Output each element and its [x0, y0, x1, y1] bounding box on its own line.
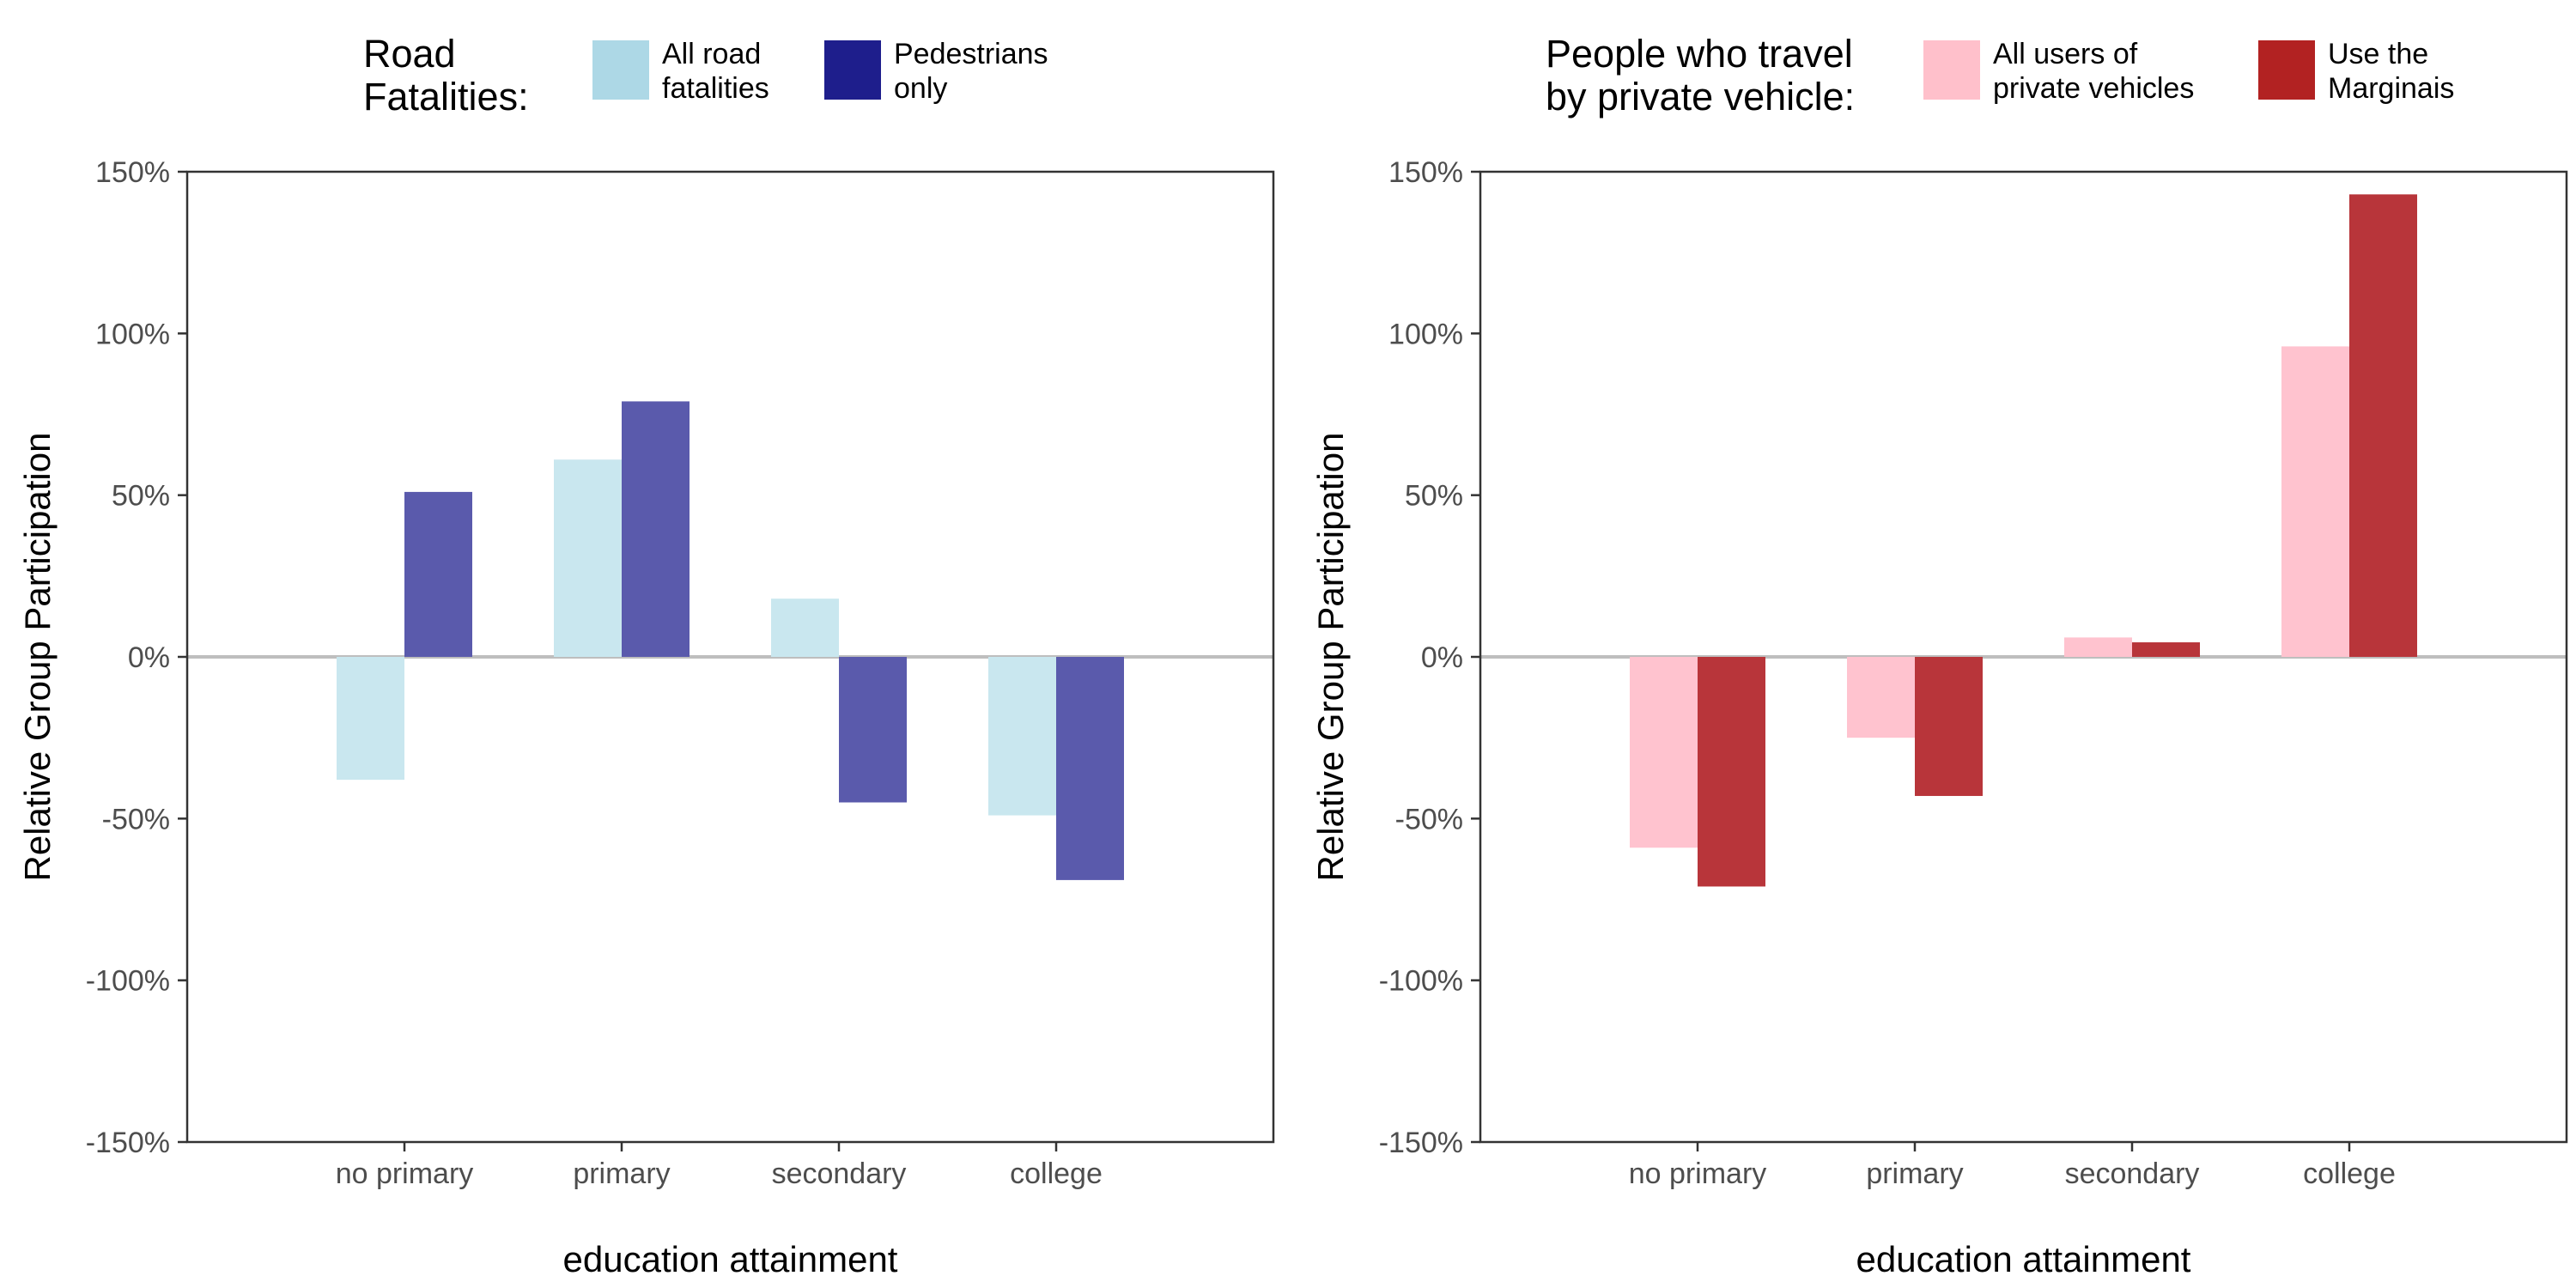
y-tick-label: 0%: [1421, 641, 1463, 674]
bar-2-1-2: [1847, 657, 1915, 738]
bar-1-2-4: [1056, 657, 1124, 880]
bar-1-1-4: [988, 657, 1056, 816]
legend-title: Road Fatalities:: [363, 32, 529, 118]
bar-2-1-3: [2064, 637, 2132, 657]
y-axis-title: Relative Group Participation: [17, 433, 58, 882]
y-tick-label: -150%: [1379, 1127, 1463, 1159]
y-tick-label: -100%: [1379, 965, 1463, 998]
bar-1-1-1: [337, 657, 404, 781]
x-tick-label: secondary: [2065, 1157, 2200, 1190]
x-tick-label: no primary: [336, 1157, 474, 1190]
legend-label: All users of private vehicles: [1993, 38, 2194, 105]
bar-2-1-4: [2281, 346, 2349, 657]
legend-swatch: [1923, 40, 1980, 100]
x-tick-label: primary: [573, 1157, 670, 1190]
y-tick-label: -50%: [1395, 803, 1463, 835]
legend: People who travel by private vehicle: All …: [1546, 32, 2454, 118]
legend-label: All road fatalities: [662, 38, 769, 105]
bar-2-2-4: [2349, 194, 2417, 657]
bar-2-2-2: [1915, 657, 1983, 796]
bar-1-1-3: [771, 598, 839, 657]
y-tick-label: -150%: [86, 1127, 170, 1159]
legend-title: People who travel by private vehicle:: [1546, 32, 1855, 118]
legend: Road Fatalities: All road fatalities Pedestr…: [363, 32, 1048, 118]
x-tick-label: no primary: [1629, 1157, 1767, 1190]
bar-1-1-2: [554, 459, 622, 657]
x-tick-label: primary: [1866, 1157, 1963, 1190]
chart-panel-2: 150% 100% 50% 0% -50% -100% -150% no primary pri…: [1310, 32, 2568, 1279]
y-tick-label: 100%: [95, 318, 170, 350]
legend-swatch: [824, 40, 881, 100]
bar-1-2-1: [404, 491, 472, 657]
bar-1-2-2: [622, 401, 690, 657]
legend-swatch: [592, 40, 649, 100]
legend-label: Use the Marginais: [2328, 38, 2454, 105]
x-tick-label: college: [2303, 1157, 2396, 1190]
y-tick-label: -50%: [102, 803, 170, 835]
legend-label: Pedestrians only: [894, 38, 1048, 105]
y-tick-label: -100%: [86, 965, 170, 998]
y-tick-label: 100%: [1388, 318, 1463, 350]
x-tick-label: college: [1010, 1157, 1103, 1190]
bar-1-2-3: [839, 657, 907, 803]
bar-2-2-1: [1698, 657, 1765, 887]
y-tick-label: 0%: [128, 641, 170, 674]
chart-panel-1: 150% 100% 50% 0% -50% -100% -150% no primary pri…: [17, 32, 1275, 1279]
y-tick-label: 150%: [95, 156, 170, 189]
bar-2-1-1: [1630, 657, 1698, 848]
y-tick-label: 50%: [112, 480, 170, 513]
x-axis-title: education attainment: [1856, 1239, 2191, 1279]
y-tick-label: 150%: [1388, 156, 1463, 189]
y-axis-title: Relative Group Participation: [1310, 433, 1351, 882]
x-tick-label: secondary: [772, 1157, 907, 1190]
x-axis-title: education attainment: [563, 1239, 898, 1279]
y-tick-label: 50%: [1405, 480, 1463, 513]
legend-swatch: [2258, 40, 2315, 100]
bar-2-2-3: [2132, 642, 2200, 657]
